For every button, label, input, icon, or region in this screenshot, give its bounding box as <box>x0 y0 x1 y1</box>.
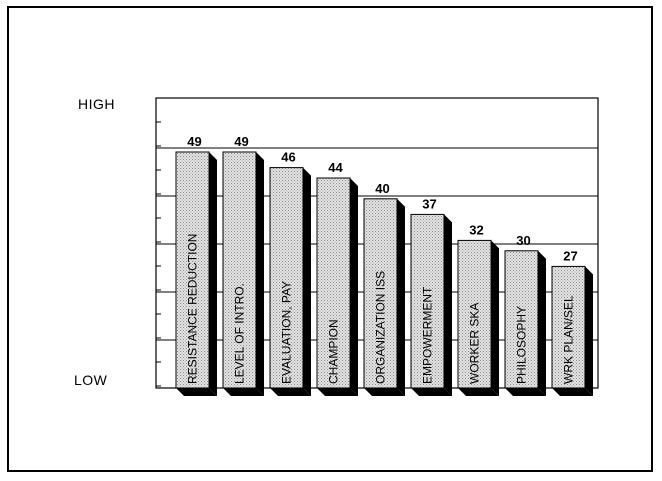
bar <box>551 265 586 389</box>
bar-value-label: 46 <box>281 150 295 165</box>
category-label: EMPOWERMENT <box>421 286 435 384</box>
bar-shadow <box>538 250 546 396</box>
bar <box>316 177 351 389</box>
bar-base <box>364 388 405 396</box>
chart-frame <box>7 6 653 472</box>
category-label: EVALUATION, PAY <box>280 281 294 384</box>
bar-group: 44 CHAMPION <box>316 160 358 396</box>
bar-value-label: 32 <box>469 222 483 237</box>
bar-shadow <box>491 240 499 396</box>
bar-shadow <box>585 266 593 396</box>
bar-base <box>317 388 358 396</box>
bar-value-label: 44 <box>328 160 343 175</box>
bar-group: 40 ORGANIZATION ISS <box>363 181 405 396</box>
bar <box>410 213 445 389</box>
bar-value-label: 40 <box>375 181 389 196</box>
category-label: RESISTANCE REDUCTION <box>186 234 200 384</box>
bar-group: 37 EMPOWERMENT <box>410 196 452 396</box>
bar-value-label: 27 <box>563 248 577 263</box>
bar <box>269 167 304 389</box>
bar-group: 32 WORKER SKA <box>457 222 499 396</box>
bar-group: 30 PHILOSOPHY <box>504 233 546 396</box>
bar-group: 46 EVALUATION, PAY <box>269 150 311 396</box>
bar-value-label: 49 <box>234 134 248 149</box>
bar <box>363 198 398 389</box>
category-label: PHILOSOPHY <box>515 306 529 384</box>
bar <box>457 239 492 389</box>
category-label: CHAMPION <box>327 319 341 384</box>
category-label: WORKER SKA <box>468 303 482 384</box>
category-label: WRK PLAN/SEL <box>562 295 576 384</box>
y-axis-high-label: HIGH <box>78 96 115 112</box>
bar <box>175 151 210 389</box>
bar-base <box>505 388 546 396</box>
bar-base <box>270 388 311 396</box>
bar-value-label: 30 <box>516 233 530 248</box>
bar-value-label: 37 <box>422 196 436 211</box>
bar-shadow <box>303 167 311 396</box>
bar <box>504 250 539 389</box>
bar-base <box>176 388 217 396</box>
bar-base <box>411 388 452 396</box>
bar-group: 49 LEVEL OF INTRO. <box>222 134 264 396</box>
y-axis-low-label: LOW <box>74 372 108 388</box>
bar-base <box>552 388 593 396</box>
bar-group: 27 WRK PLAN/SEL <box>551 248 593 396</box>
bar-value-label: 49 <box>187 134 201 149</box>
bar <box>222 151 257 389</box>
category-label: LEVEL OF INTRO. <box>233 283 247 384</box>
bar-shadow <box>397 198 405 396</box>
category-label: ORGANIZATION ISS <box>374 271 388 384</box>
bar-base <box>458 388 499 396</box>
bar-group: 49 RESISTANCE REDUCTION <box>175 134 217 396</box>
bar-shadow <box>444 214 452 396</box>
bar-shadow <box>350 178 358 396</box>
bar-shadow <box>209 152 217 396</box>
bar-shadow <box>256 152 264 396</box>
bar-base <box>223 388 264 396</box>
